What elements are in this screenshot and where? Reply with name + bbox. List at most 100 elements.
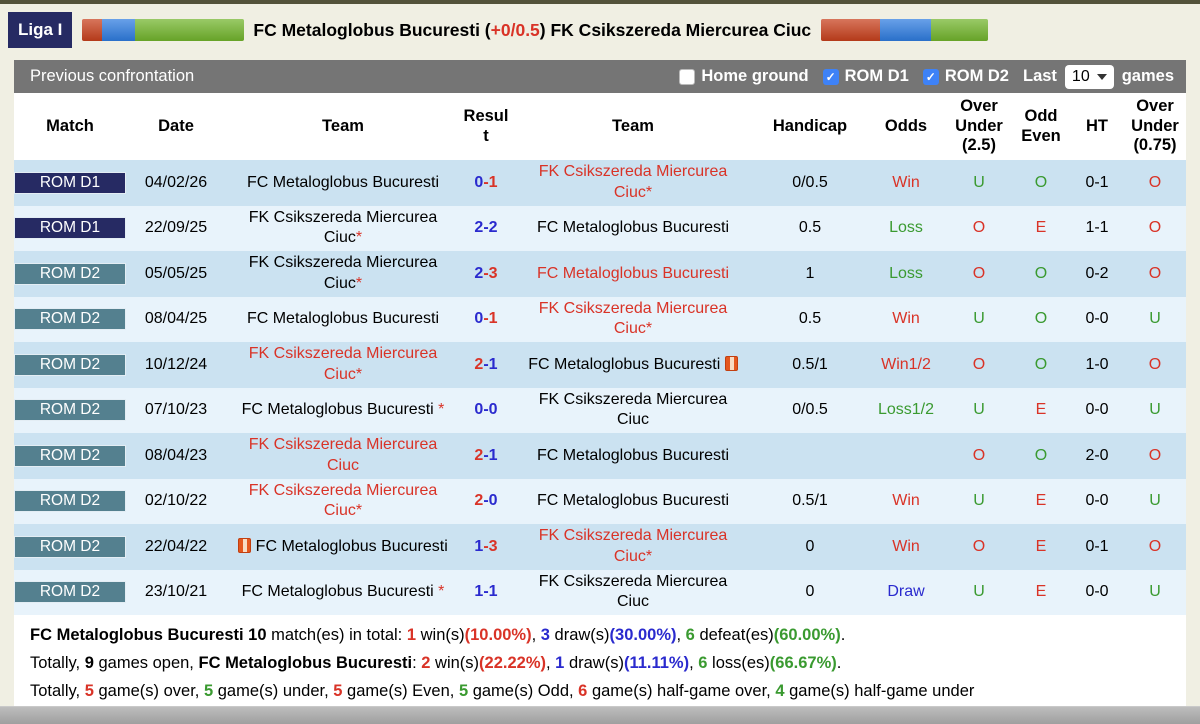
team-cell: FK Csikszereda Miercurea Ciuc xyxy=(226,433,460,479)
home-score: 2 xyxy=(474,446,484,464)
bottom-bar xyxy=(0,706,1200,724)
team-name: FC Metaloglobus Bucuresti xyxy=(536,446,730,464)
home-score: 1 xyxy=(474,537,484,555)
away-team-title: ) FK Csikszereda Miercurea Ciuc xyxy=(539,19,812,40)
summary-line: FC Metaloglobus Bucuresti 10 match(es) i… xyxy=(30,626,846,644)
date-cell: 04/02/26 xyxy=(144,173,208,191)
team-cell: FC Metaloglobus Bucuresti * xyxy=(226,388,460,434)
team-cell: FK Csikszereda Miercurea Ciuc* xyxy=(226,206,460,252)
column-header-date: Date xyxy=(126,93,226,160)
table-row: ROM D2 08/04/25 FC Metaloglobus Bucuresti 0… xyxy=(14,296,1186,343)
column-header-handicap: Handicap xyxy=(754,93,866,160)
team-name: FK Csikszereda Miercurea Ciuc xyxy=(538,299,728,338)
result-cell: 2-1 xyxy=(460,342,512,388)
team-cell: FC Metaloglobus Bucuresti * xyxy=(226,570,460,616)
ht-cell: 0-0 xyxy=(1085,310,1109,328)
odds-cell: Win xyxy=(892,310,920,328)
date-cell: 22/04/22 xyxy=(144,537,208,555)
league-label: ROM D2 xyxy=(14,308,126,331)
team-cell: FC Metaloglobus Bucuresti xyxy=(512,479,754,525)
form-bar-right xyxy=(821,19,989,41)
result-cell: 2-3 xyxy=(460,251,512,297)
match-cell: ROM D1 xyxy=(14,160,126,206)
column-header-odd-even: Odd Even xyxy=(1012,93,1070,160)
match-cell: ROM D2 xyxy=(14,524,126,570)
odd-even-cell: O xyxy=(1034,173,1048,191)
orange-card-icon xyxy=(238,537,252,553)
date-cell: 23/10/21 xyxy=(144,583,208,601)
home-score: 2 xyxy=(474,219,484,237)
over-under-25-cell: U xyxy=(973,492,985,510)
handicap-cell: 0 xyxy=(805,583,815,601)
odds-cell: Loss xyxy=(889,219,923,237)
over-under-25-cell: U xyxy=(973,583,985,601)
match-title: FC Metaloglobus Bucuresti (+0/0.5) FK Cs… xyxy=(253,20,811,41)
table-row: ROM D2 23/10/21 FC Metaloglobus Bucuresti … xyxy=(14,569,1186,616)
last-games-select[interactable]: 10 xyxy=(1064,64,1114,89)
handicap-cell: 0/0.5 xyxy=(792,401,828,419)
handicap-cell: 0.5 xyxy=(798,219,822,237)
over-under-075-cell: O xyxy=(1148,446,1162,464)
over-under-075-cell: U xyxy=(1149,492,1161,510)
date-cell: 10/12/24 xyxy=(144,355,208,373)
over-under-075-cell: O xyxy=(1148,264,1162,282)
odd-even-cell: O xyxy=(1034,446,1048,464)
over-under-25-cell: O xyxy=(972,537,986,555)
odds-cell: Win xyxy=(892,492,920,510)
handicap-cell: 0.5/1 xyxy=(792,355,828,373)
away-score: -2 xyxy=(483,219,498,237)
odds-cell: Win xyxy=(892,173,920,191)
checkbox-label: Home ground xyxy=(701,67,809,85)
odds-cell: Loss1/2 xyxy=(877,401,935,419)
result-cell: 0-0 xyxy=(460,388,512,434)
top-edge xyxy=(0,0,1200,4)
league-label: ROM D2 xyxy=(14,262,126,285)
team-cell: FC Metaloglobus Bucuresti xyxy=(512,206,754,252)
match-cell: ROM D2 xyxy=(14,342,126,388)
rom-d2-checkbox[interactable]: ✓ xyxy=(922,68,939,85)
league-badge[interactable]: Liga I xyxy=(8,12,73,48)
home-ground-checkbox[interactable] xyxy=(679,68,696,85)
date-cell: 08/04/23 xyxy=(144,446,208,464)
team-cell: FC Metaloglobus Bucuresti xyxy=(226,297,460,343)
rom-d1-checkbox[interactable]: ✓ xyxy=(822,68,839,85)
odds-cell: Loss xyxy=(889,264,923,282)
team-cell: FK Csikszereda Miercurea Ciuc xyxy=(512,570,754,616)
handicap-cell xyxy=(754,433,866,479)
title-bar: Liga I FC Metaloglobus Bucuresti (+0/0.5… xyxy=(0,4,1200,56)
column-header-ht: HT xyxy=(1070,93,1124,160)
home-score: 0 xyxy=(474,401,484,419)
previous-confrontation-panel: Previous confrontation Home ground ✓ ROM D… xyxy=(14,60,1186,706)
home-score: 2 xyxy=(474,492,484,510)
column-header-over-under-0-75: Over Under (0.75) xyxy=(1124,93,1186,160)
over-under-25-cell: U xyxy=(973,310,985,328)
team-cell: FC Metaloglobus Bucuresti xyxy=(512,433,754,479)
team-name: FK Csikszereda Miercurea Ciuc xyxy=(538,163,728,201)
team-cell: FK Csikszereda Miercurea Ciuc* xyxy=(226,342,460,388)
summary: FC Metaloglobus Bucuresti 10 match(es) i… xyxy=(14,615,1186,706)
form-bar-segment xyxy=(821,19,881,41)
games-label: games xyxy=(1121,67,1174,85)
over-under-25-cell: O xyxy=(972,264,986,282)
home-score: 1 xyxy=(474,583,484,601)
team-name: FC Metaloglobus Bucuresti xyxy=(536,264,730,282)
team-cell: FK Csikszereda Miercurea Ciuc* xyxy=(226,479,460,525)
ht-cell: 0-1 xyxy=(1085,537,1109,555)
asterisk-marker: * xyxy=(355,274,363,292)
team-cell: FC Metaloglobus Bucuresti xyxy=(512,251,754,297)
table-row: ROM D2 05/05/25 FK Csikszereda Miercurea C… xyxy=(14,251,1186,297)
form-bar-segment xyxy=(82,19,103,41)
asterisk-marker: * xyxy=(355,502,363,520)
table-row: ROM D2 10/12/24 FK Csikszereda Miercurea C… xyxy=(14,342,1186,388)
team-cell: FC Metaloglobus Bucuresti xyxy=(512,342,754,388)
filter-home-ground: Home ground xyxy=(679,67,809,86)
odds-cell: Win xyxy=(892,537,920,555)
chevron-down-icon xyxy=(1096,73,1107,80)
summary-line: Totally, 9 games open, FC Metaloglobus B… xyxy=(30,654,842,672)
checkbox-label: ROM D1 xyxy=(844,67,909,85)
over-under-25-cell: O xyxy=(972,355,986,373)
orange-card-icon xyxy=(724,355,738,371)
filter-bar: Previous confrontation Home ground ✓ ROM D… xyxy=(14,60,1186,93)
column-header-odds: Odds xyxy=(866,93,946,160)
team-name: FC Metaloglobus Bucuresti xyxy=(246,173,440,191)
